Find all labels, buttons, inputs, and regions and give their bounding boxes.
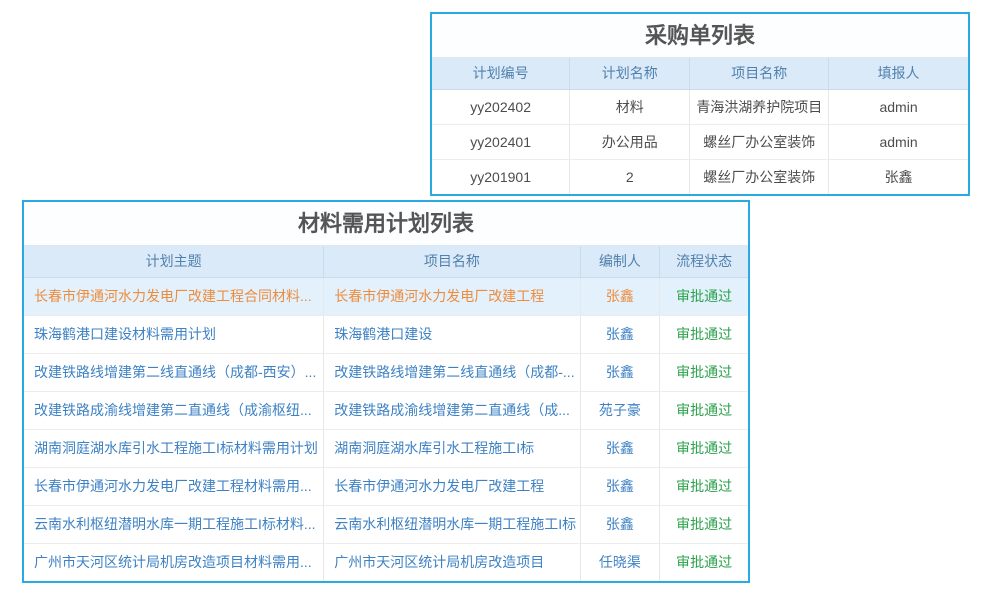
cell-plan-subject[interactable]: 湖南洞庭湖水库引水工程施工I标材料需用计划	[24, 429, 325, 468]
material-plan-list-card: 材料需用计划列表 计划主题 项目名称 编制人 流程状态 长春市伊通河水力发电厂改…	[22, 200, 750, 583]
cell-flow-status: 审批通过	[659, 391, 748, 430]
cell-plan-name: 材料	[569, 89, 691, 125]
cell-plan-subject[interactable]: 广州市天河区统计局机房改造项目材料需用...	[24, 543, 325, 581]
cell-compiler: 张鑫	[580, 353, 661, 392]
cell-compiler: 任晓渠	[580, 543, 661, 581]
table-row[interactable]: 改建铁路成渝线增建第二直通线（成渝枢纽... 改建铁路成渝线增建第二直通线（成..…	[24, 391, 748, 430]
cell-compiler: 张鑫	[580, 429, 661, 468]
table-row[interactable]: 长春市伊通河水力发电厂改建工程材料需用... 长春市伊通河水力发电厂改建工程 张鑫审…	[24, 467, 748, 506]
cell-reporter: 张鑫	[884, 168, 913, 185]
column-header-plan-subject: 计划主题	[24, 246, 325, 278]
column-header-plan-number: 计划编号	[432, 58, 571, 90]
cell-project-name[interactable]: 长春市伊通河水力发电厂改建工程	[323, 277, 581, 316]
cell-plan-subject[interactable]: 云南水利枢纽潜明水库一期工程施工I标材料...	[24, 505, 325, 544]
table-row[interactable]: 广州市天河区统计局机房改造项目材料需用... 广州市天河区统计局机房改造项目 任晓渠…	[24, 543, 748, 581]
cell-project-name[interactable]: 长春市伊通河水力发电厂改建工程	[323, 467, 581, 506]
cell-project-name[interactable]: 改建铁路线增建第二线直通线（成都-...	[323, 353, 581, 392]
cell-flow-status: 审批通过	[659, 353, 748, 392]
cell-project-name[interactable]: 改建铁路成渝线增建第二直通线（成...	[323, 391, 581, 430]
cell-plan-subject[interactable]: 珠海鹤港口建设材料需用计划	[24, 315, 325, 354]
purchase-order-table: 计划编号 计划名称 项目名称 填报人 yy202402 材料 青海洪湖养护院项目 ad…	[432, 58, 968, 194]
cell-reporter: admin	[828, 124, 968, 160]
cell-plan-name: 办公用品	[569, 124, 691, 160]
cell-plan-subject[interactable]: 改建铁路成渝线增建第二直通线（成渝枢纽...	[24, 391, 325, 430]
cell-compiler: 张鑫	[580, 467, 661, 506]
cell-plan-subject[interactable]: 改建铁路线增建第二线直通线（成都-西安）...	[24, 353, 325, 392]
table-row[interactable]: yy202401 办公用品 螺丝厂办公室装饰 admin	[432, 124, 968, 160]
cell-reporter: admin	[828, 89, 968, 125]
column-header-compiler: 编制人	[580, 246, 661, 278]
cell-project-name[interactable]: 珠海鹤港口建设	[323, 315, 581, 354]
material-table-header-row: 计划主题 项目名称 编制人 流程状态	[24, 246, 748, 278]
table-row[interactable]: 改建铁路线增建第二线直通线（成都-西安）... 改建铁路线增建第二线直通线（成都-…	[24, 353, 748, 392]
purchase-table-header-row: 计划编号 计划名称 项目名称 填报人	[432, 58, 968, 90]
cell-plan-number: yy202401	[432, 124, 571, 160]
table-row[interactable]: 珠海鹤港口建设材料需用计划 珠海鹤港口建设 张鑫 审批通过	[24, 315, 748, 354]
cell-compiler: 张鑫	[580, 277, 661, 316]
cell-flow-status: 审批通过	[659, 315, 748, 354]
cell-project-name[interactable]: 广州市天河区统计局机房改造项目	[323, 543, 581, 581]
cell-project-name: 螺丝厂办公室装饰	[689, 159, 830, 194]
cell-project-name[interactable]: 云南水利枢纽潜明水库一期工程施工I标	[323, 505, 581, 544]
cell-plan-number: yy202402	[432, 89, 571, 125]
column-header-project-name: 项目名称	[323, 246, 581, 278]
cell-flow-status: 审批通过	[659, 277, 748, 316]
cell-project-name: 青海洪湖养护院项目	[689, 89, 830, 125]
table-row[interactable]: 云南水利枢纽潜明水库一期工程施工I标材料... 云南水利枢纽潜明水库一期工程施工I…	[24, 505, 748, 544]
cell-compiler: 张鑫	[580, 315, 661, 354]
cell-compiler: 张鑫	[580, 505, 661, 544]
column-header-reporter: 填报人	[828, 58, 968, 90]
cell-project-name[interactable]: 湖南洞庭湖水库引水工程施工I标	[323, 429, 581, 468]
cell-flow-status: 审批通过	[659, 505, 748, 544]
cell-flow-status: 审批通过	[676, 554, 733, 571]
cell-plan-name: 2	[569, 159, 691, 194]
table-row[interactable]: 湖南洞庭湖水库引水工程施工I标材料需用计划 湖南洞庭湖水库引水工程施工I标 张鑫 审批…	[24, 429, 748, 468]
column-header-plan-name: 计划名称	[569, 58, 691, 90]
cell-plan-subject[interactable]: 长春市伊通河水力发电厂改建工程材料需用...	[24, 467, 325, 506]
cell-flow-status: 审批通过	[659, 467, 748, 506]
material-plan-table: 计划主题 项目名称 编制人 流程状态 长春市伊通河水力发电厂改建工程合同材料..…	[24, 246, 748, 581]
cell-plan-subject[interactable]: 长春市伊通河水力发电厂改建工程合同材料...	[24, 277, 325, 316]
column-header-flow-status: 流程状态	[659, 246, 748, 278]
cell-plan-number: yy201901	[432, 159, 571, 194]
table-row[interactable]: yy202402 材料 青海洪湖养护院项目 admin	[432, 89, 968, 125]
column-header-project-name: 项目名称	[689, 58, 830, 90]
purchase-list-title: 采购单列表	[432, 14, 968, 58]
material-list-title: 材料需用计划列表	[24, 202, 748, 246]
table-row[interactable]: 长春市伊通河水力发电厂改建工程合同材料... 长春市伊通河水力发电厂改建工程 张鑫审…	[24, 277, 748, 316]
cell-project-name: 螺丝厂办公室装饰	[689, 124, 830, 160]
purchase-order-list-card: 采购单列表 计划编号 计划名称 项目名称 填报人 yy202402 材料 青海洪湖养…	[430, 12, 970, 196]
cell-flow-status: 审批通过	[659, 429, 748, 468]
cell-compiler: 苑子豪	[580, 391, 661, 430]
table-row[interactable]: yy201901 2 螺丝厂办公室装饰 张鑫	[432, 159, 968, 194]
